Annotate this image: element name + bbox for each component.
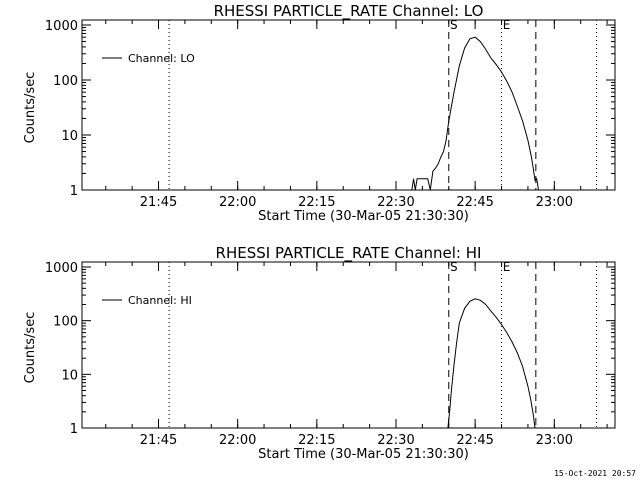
plot-frame (81, 19, 616, 191)
chart-panel-2: RHESSI PARTICLE_RATE Channel: HI 1 10 100 10… (23, 244, 616, 462)
series-line (411, 36, 539, 191)
x-tick-label: 22:30 (377, 195, 414, 210)
time-marker-label: S (450, 18, 458, 32)
x-tick-label: 22:15 (298, 433, 335, 448)
y-tick-label: 10 (61, 368, 78, 383)
legend-label: Channel: LO (128, 52, 195, 65)
x-axis-label: Start Time (30-Mar-05 21:30:30) (258, 447, 469, 462)
y-tick-label: 1000 (45, 261, 78, 276)
x-tick-label: 23:00 (536, 195, 573, 210)
y-tick-label: 100 (53, 74, 78, 89)
y-tick-label: 1 (70, 422, 78, 437)
plot-frame (81, 261, 616, 429)
y-tick-label: 1000 (45, 19, 78, 34)
plot-timestamp: 15-Oct-2021 20:57 (554, 469, 636, 478)
x-tick-label: 22:45 (456, 433, 493, 448)
time-marker-label: E (503, 18, 511, 32)
x-tick-label: 21:45 (140, 195, 177, 210)
y-tick-label: 10 (61, 129, 78, 144)
x-tick-label: 22:00 (219, 433, 256, 448)
series-line (447, 298, 536, 429)
time-marker-label: S (450, 260, 458, 274)
legend-label: Channel: HI (128, 294, 192, 307)
x-tick-label: 22:30 (377, 433, 414, 448)
y-axis-label: Counts/sec (23, 312, 38, 384)
x-tick-label: 23:00 (536, 433, 573, 448)
chart-title: RHESSI PARTICLE_RATE Channel: LO (214, 2, 484, 21)
y-tick-label: 1 (70, 184, 78, 199)
y-tick-label: 100 (53, 315, 78, 330)
time-marker-label: E (503, 260, 511, 274)
x-tick-label: 21:45 (140, 433, 177, 448)
x-axis-label: Start Time (30-Mar-05 21:30:30) (258, 209, 469, 224)
x-tick-label: 22:15 (298, 195, 335, 210)
x-tick-label: 22:45 (456, 195, 493, 210)
chart-title: RHESSI PARTICLE_RATE Channel: HI (216, 244, 482, 263)
x-tick-label: 22:00 (219, 195, 256, 210)
y-axis-label: Counts/sec (23, 72, 38, 144)
chart-panel-1: RHESSI PARTICLE_RATE Channel: LO 1 10 100 10… (23, 2, 616, 224)
